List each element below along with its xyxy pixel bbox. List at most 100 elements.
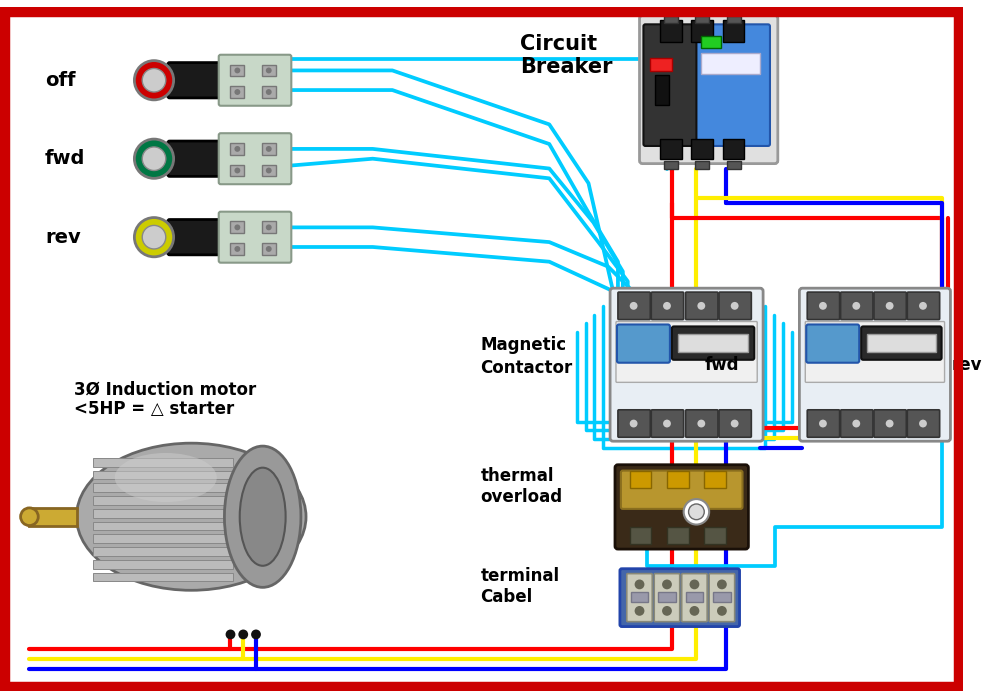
Bar xyxy=(262,64,276,76)
Text: Contactor: Contactor xyxy=(480,359,573,377)
FancyBboxPatch shape xyxy=(627,574,652,622)
FancyBboxPatch shape xyxy=(672,327,754,359)
Bar xyxy=(660,139,682,158)
Circle shape xyxy=(235,246,241,252)
FancyBboxPatch shape xyxy=(719,292,751,320)
Bar xyxy=(93,521,234,530)
Bar xyxy=(231,86,245,98)
Bar xyxy=(231,143,245,155)
Circle shape xyxy=(662,579,672,589)
Text: 3Ø Induction motor: 3Ø Induction motor xyxy=(74,380,256,399)
Text: overload: overload xyxy=(480,488,563,506)
Circle shape xyxy=(135,218,174,257)
FancyBboxPatch shape xyxy=(806,325,859,363)
Circle shape xyxy=(135,61,174,100)
Circle shape xyxy=(697,419,705,427)
Circle shape xyxy=(235,146,241,152)
FancyBboxPatch shape xyxy=(874,292,906,320)
Bar xyxy=(723,20,744,42)
FancyBboxPatch shape xyxy=(219,133,292,184)
Circle shape xyxy=(266,68,272,73)
Circle shape xyxy=(717,606,727,616)
FancyBboxPatch shape xyxy=(807,292,840,320)
Text: Magnetic: Magnetic xyxy=(480,336,567,354)
FancyBboxPatch shape xyxy=(615,465,748,549)
Bar xyxy=(664,161,678,168)
FancyBboxPatch shape xyxy=(841,410,873,437)
FancyBboxPatch shape xyxy=(907,292,940,320)
Bar xyxy=(655,75,669,105)
Bar xyxy=(29,508,77,526)
Circle shape xyxy=(663,419,671,427)
Circle shape xyxy=(235,89,241,95)
FancyBboxPatch shape xyxy=(219,211,292,262)
FancyBboxPatch shape xyxy=(685,410,718,437)
Bar xyxy=(262,243,276,255)
Text: Cabel: Cabel xyxy=(480,588,533,606)
FancyBboxPatch shape xyxy=(616,322,757,383)
Bar xyxy=(629,526,651,544)
Bar xyxy=(727,15,740,23)
Circle shape xyxy=(235,68,241,73)
Circle shape xyxy=(266,225,272,230)
FancyBboxPatch shape xyxy=(618,410,650,437)
FancyBboxPatch shape xyxy=(617,325,670,363)
Bar xyxy=(701,36,721,48)
Circle shape xyxy=(663,302,671,310)
FancyBboxPatch shape xyxy=(621,470,742,509)
FancyBboxPatch shape xyxy=(694,24,770,146)
FancyBboxPatch shape xyxy=(610,288,763,441)
Bar xyxy=(93,560,234,569)
FancyBboxPatch shape xyxy=(805,322,945,383)
Bar xyxy=(93,470,234,480)
Text: thermal: thermal xyxy=(480,466,554,484)
Circle shape xyxy=(634,606,644,616)
FancyBboxPatch shape xyxy=(620,569,739,627)
Circle shape xyxy=(731,419,738,427)
FancyBboxPatch shape xyxy=(618,292,650,320)
FancyBboxPatch shape xyxy=(685,292,718,320)
Circle shape xyxy=(266,168,272,173)
Bar xyxy=(867,334,936,352)
Bar xyxy=(231,165,245,177)
Circle shape xyxy=(819,419,827,427)
Bar xyxy=(231,64,245,76)
Circle shape xyxy=(697,302,705,310)
Bar xyxy=(93,484,234,492)
Circle shape xyxy=(919,419,927,427)
Circle shape xyxy=(919,302,927,310)
Ellipse shape xyxy=(77,443,306,591)
Bar xyxy=(262,143,276,155)
Bar xyxy=(667,526,688,544)
FancyBboxPatch shape xyxy=(168,63,221,98)
Circle shape xyxy=(142,147,166,170)
Circle shape xyxy=(266,146,272,152)
Bar xyxy=(630,592,648,602)
Circle shape xyxy=(689,606,699,616)
Circle shape xyxy=(662,606,672,616)
Circle shape xyxy=(819,302,827,310)
FancyBboxPatch shape xyxy=(168,220,221,255)
Circle shape xyxy=(239,630,248,639)
Bar xyxy=(93,547,234,556)
Circle shape xyxy=(683,499,709,525)
Bar xyxy=(713,592,731,602)
Circle shape xyxy=(142,225,166,249)
Bar xyxy=(650,58,672,71)
Bar xyxy=(660,20,682,42)
Bar xyxy=(695,161,709,168)
Text: Circuit: Circuit xyxy=(519,34,597,54)
Circle shape xyxy=(634,579,644,589)
FancyBboxPatch shape xyxy=(219,54,292,106)
FancyBboxPatch shape xyxy=(861,327,942,359)
FancyBboxPatch shape xyxy=(807,410,840,437)
Circle shape xyxy=(886,419,894,427)
Circle shape xyxy=(886,302,894,310)
Bar xyxy=(262,86,276,98)
Bar xyxy=(701,53,760,75)
FancyBboxPatch shape xyxy=(709,574,735,622)
Text: fwd: fwd xyxy=(704,356,738,373)
FancyBboxPatch shape xyxy=(841,292,873,320)
Bar xyxy=(262,165,276,177)
Ellipse shape xyxy=(240,468,286,566)
